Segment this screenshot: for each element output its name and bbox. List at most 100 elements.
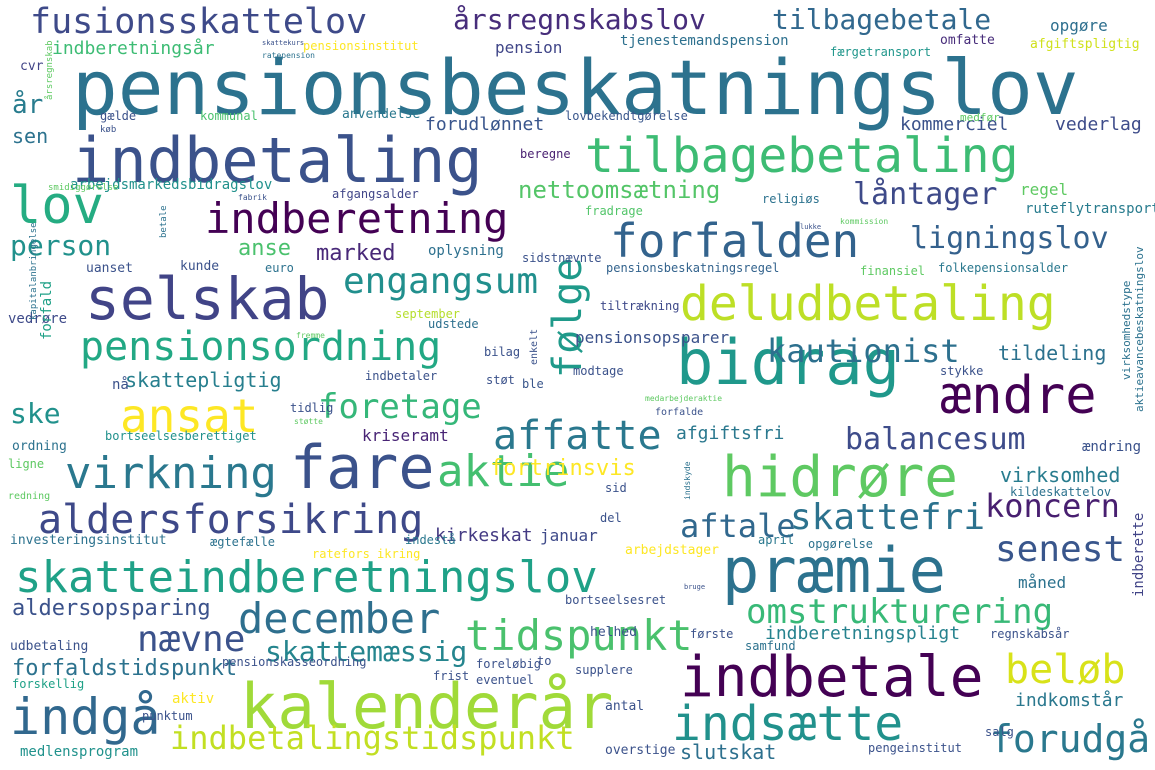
word-ansat: ansat: [120, 389, 259, 443]
word-antal: antal: [605, 699, 645, 714]
word-fortrinsvis: fortrinsvis: [490, 456, 636, 481]
word-kildeskattelov: kildeskattelov: [1010, 485, 1112, 499]
word-pensionsbeskatningsregel: pensionsbeskatningsregel: [606, 261, 780, 275]
word-afgiftsfri: afgiftsfri: [676, 423, 785, 444]
word-supplere: supplere: [575, 663, 633, 677]
word-selskab: selskab: [85, 265, 330, 333]
word-pension: pension: [495, 38, 563, 57]
word-indberetning: indberetning: [205, 194, 509, 243]
word-senest: senest: [995, 529, 1126, 570]
word-kob: køb: [100, 125, 117, 135]
word-pengeinstitut: pengeinstitut: [868, 741, 962, 755]
word-arbejdstager: arbejdstager: [625, 543, 719, 558]
word-forskellig: forskellig: [12, 677, 85, 691]
word-regnskabsar: regnskabsår: [990, 627, 1070, 641]
word-na: nå: [112, 377, 129, 393]
word-modtage: modtage: [573, 364, 624, 378]
word-kunde: kunde: [180, 259, 220, 274]
word-person: person: [10, 229, 112, 262]
word-aktie: aktie: [437, 446, 570, 497]
word-sid: sid: [605, 481, 627, 495]
word-fremme: fremme: [296, 331, 325, 340]
word-stotte: støtte: [294, 417, 323, 426]
word-regel: regel: [1020, 180, 1069, 199]
word-lantager: låntager: [853, 177, 998, 212]
word-sen: sen: [12, 124, 49, 148]
word-arsregnskabslov: årsregnskabslov: [453, 3, 706, 36]
word-ligningslov: ligningslov: [910, 221, 1109, 256]
word-salg: salg: [985, 725, 1014, 739]
word-omstrukturering: omstrukturering: [746, 592, 1054, 632]
word-faergetransport: færgetransport: [830, 45, 932, 59]
word-aegtefaelle: ægtefælle: [210, 535, 276, 549]
word-tilbagebetale: tilbagebetale: [772, 3, 992, 36]
word-fusionsskattelov: fusionsskattelov: [30, 2, 368, 42]
word-indsaette: indsætte: [672, 696, 904, 752]
word-september: september: [395, 307, 461, 321]
word-finansiel: finansiel: [860, 264, 926, 278]
word-forudlonnet: forudlønnet: [425, 114, 545, 135]
word-rateforsikring: ratefors ikring: [312, 547, 421, 561]
word-bilag: bilag: [484, 345, 521, 359]
word-aftale: aftale: [680, 507, 796, 545]
word-arbejdsmarkedsbidragslov: arbejdsmarkedsbidragslov: [70, 177, 273, 193]
word-tjenestemandspension: tjenestemandspension: [620, 33, 789, 49]
word-lukke: lukke: [800, 223, 822, 231]
word-indberetningsar: indberetningsår: [52, 38, 215, 59]
word-stykke: stykke: [940, 364, 984, 378]
word-tilbagebetaling: tilbagebetaling: [585, 128, 1019, 184]
word-aendring: ændring: [1082, 439, 1142, 455]
word-hidrore: hidrøre: [722, 445, 959, 510]
word-aldersforsikring: aldersforsikring: [38, 497, 424, 543]
word-kriseramt: kriseramt: [362, 426, 449, 445]
word-helhed: helhed: [590, 625, 637, 640]
word-bortseelsesret: bortseelsesret: [565, 593, 667, 607]
word-ordning: ordning: [12, 439, 67, 454]
word-ratepension: ratepension: [262, 51, 315, 60]
word-gaelde: gælde: [100, 109, 137, 123]
word-udbetaling: udbetaling: [10, 639, 89, 654]
word-forfaldstidspunkt: forfaldstidspunkt: [12, 656, 238, 681]
word-ruteflytransport: ruteflytransport: [1025, 201, 1155, 217]
word-skattepligtig: skattepligtig: [125, 368, 282, 392]
word-forelobig: foreløbig: [476, 657, 542, 671]
word-bortseelsesberettiget: bortseelsesberettiget: [105, 429, 257, 443]
word-indesta: indestå: [405, 533, 456, 547]
word-del: del: [600, 511, 622, 525]
word-medarbejderaktie: medarbejderaktie: [645, 394, 723, 403]
word-indberetningspligt: indberetningspligt: [765, 623, 961, 644]
word-skattefri: skattefri: [790, 497, 986, 538]
word-medfor: medfør: [960, 111, 1000, 124]
word-anvendelse: anvendelse: [342, 107, 421, 122]
word-forfalde: forfalde: [655, 407, 704, 418]
word-forfald: forfald: [39, 280, 55, 340]
word-arsregnskab: årsregnskab: [45, 40, 55, 100]
word-marked: marked: [316, 241, 396, 266]
word-indbetaler: indbetaler: [365, 369, 438, 383]
word-tildeling: tildeling: [998, 341, 1107, 365]
word-ske: ske: [10, 397, 61, 430]
word-december: december: [238, 594, 441, 643]
word-kapitalanbringelse: kapitalanbringelse: [29, 222, 39, 320]
word-stot: støt: [486, 373, 515, 387]
word-lovbekendtgorelse: lovbekendtgørelse: [565, 109, 688, 123]
word-pensionsopsparer: pensionsopsparer: [575, 328, 730, 347]
word-balancesum: balancesum: [845, 422, 1026, 457]
word-to: to: [537, 654, 552, 668]
word-indberette: indberette: [1131, 512, 1147, 597]
word-pensionsinstitut: pensionsinstitut: [303, 39, 419, 53]
word-lov: lov: [10, 176, 104, 236]
word-indga: indgå: [10, 688, 161, 746]
word-vedrore: vedrøre: [8, 311, 68, 327]
word-indskyde: indskyde: [683, 461, 692, 500]
word-indbetalingstidspunkt: indbetalingstidspunkt: [170, 719, 575, 757]
word-praemie: præmie: [722, 534, 946, 607]
word-januar: januar: [540, 526, 598, 545]
word-deludbetaling: deludbetaling: [680, 276, 1056, 332]
word-folge: følge: [545, 257, 591, 378]
word-virksomhed: virksomhed: [1000, 463, 1121, 487]
word-nettoomsaetning: nettoomsætning: [518, 176, 721, 204]
word-aendre: ændre: [940, 366, 1097, 426]
word-virksomhedstype: virksomhedstype: [1120, 280, 1133, 380]
